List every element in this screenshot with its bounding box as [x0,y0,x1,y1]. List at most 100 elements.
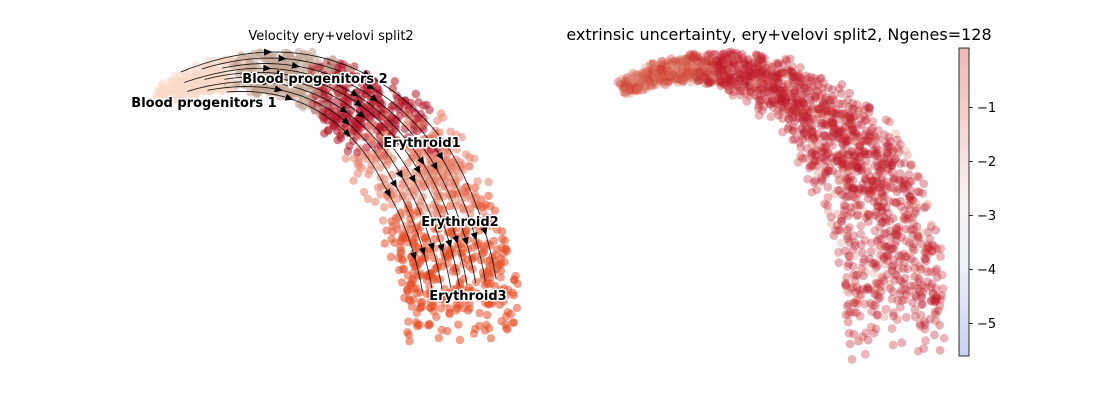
data-point [753,71,763,81]
data-point [803,112,813,122]
colorbar-tick-label: −3 [977,209,996,224]
data-point [640,75,650,85]
data-point [827,117,837,127]
data-point [843,262,853,271]
data-point [409,150,418,160]
data-point [919,179,929,189]
data-point [781,95,791,104]
data-point [691,67,700,77]
data-point [861,126,871,136]
data-point [746,87,756,97]
data-point [423,321,433,330]
data-point [865,172,875,181]
data-point [850,112,859,122]
data-point [764,71,774,81]
data-point [873,201,882,211]
data-point [875,165,884,175]
data-point [761,85,771,95]
data-point [723,55,732,65]
data-point [202,75,211,84]
data-point [751,66,761,76]
data-point [902,252,912,261]
data-point [638,79,647,89]
data-point [849,184,859,193]
data-point [638,71,648,80]
data-point [669,62,679,72]
data-point [771,58,781,68]
data-point [754,55,764,65]
data-point [787,102,797,112]
data-point [908,230,918,240]
data-point [636,80,646,90]
data-point [829,127,838,137]
data-point [878,191,887,201]
data-point [819,99,829,108]
data-point [848,124,857,134]
data-point [852,129,862,139]
data-point [894,257,904,266]
data-point [364,170,373,179]
data-point [872,151,882,160]
data-point [509,318,518,327]
data-point [242,81,251,90]
data-point [691,52,701,62]
data-point [722,52,731,62]
data-point [443,160,452,169]
data-point [816,121,826,131]
data-point [920,247,930,257]
data-point [853,270,863,280]
data-point [867,139,877,149]
data-point [386,106,395,115]
data-point [849,192,858,202]
data-point [850,150,860,159]
data-point [855,311,865,321]
data-point [631,85,641,95]
data-point [436,234,445,243]
data-point [851,201,861,210]
data-point [744,75,753,85]
data-point [848,124,858,133]
data-point [817,143,827,153]
data-point [707,77,717,87]
data-point [418,183,428,192]
data-point [712,56,722,65]
data-point [628,76,638,86]
data-point [850,157,860,167]
data-point [717,57,726,66]
data-point [869,211,879,221]
data-point [841,280,851,290]
data-point [833,133,843,143]
data-point [809,134,819,143]
data-point [404,317,413,326]
data-point [858,332,867,342]
data-point [939,333,949,343]
data-point [366,136,376,145]
data-point [869,131,878,141]
data-point [863,149,873,159]
data-point [774,110,783,120]
data-point [638,72,648,82]
data-point [920,324,930,334]
data-point [882,178,892,187]
data-point [789,78,799,87]
data-point [932,264,941,274]
data-point [844,166,854,176]
data-point [702,74,711,84]
data-point [931,284,941,293]
data-point [917,300,926,310]
data-point [864,103,874,113]
data-point [635,81,645,91]
data-point [484,324,494,333]
data-point [842,301,852,311]
data-point [727,79,737,89]
data-point [748,80,758,89]
data-point [632,70,642,80]
data-point [921,202,931,212]
data-point [785,106,795,116]
data-point [844,118,854,128]
data-point [754,85,763,95]
data-point [833,248,843,257]
data-point [910,272,919,281]
data-point [696,58,705,68]
data-point [745,82,754,91]
